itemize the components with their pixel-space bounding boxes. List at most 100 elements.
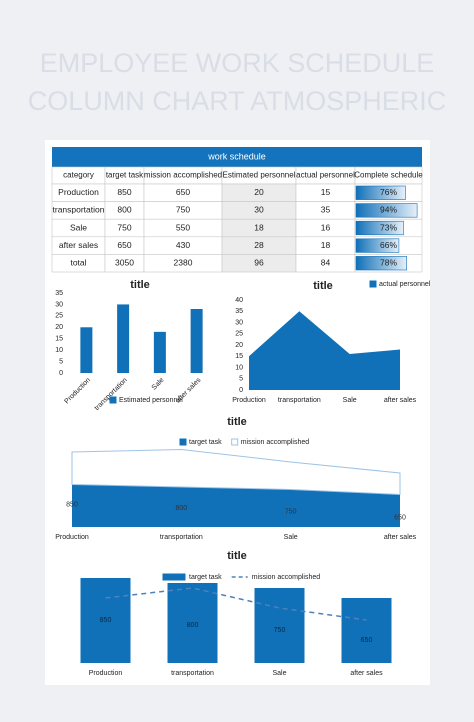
- cell-text: 850: [117, 187, 131, 197]
- cell-text: 16: [321, 222, 331, 232]
- x-tick-label: Production: [232, 397, 266, 404]
- bar: [80, 578, 131, 663]
- legend-swatch: [109, 396, 117, 404]
- y-tick-label: 25: [235, 331, 243, 338]
- cell-text: after sales: [59, 240, 98, 250]
- schedule-label: 76%: [380, 187, 397, 197]
- chart-title: title: [227, 416, 247, 428]
- cell-text: 15: [321, 187, 331, 197]
- area: [71, 448, 401, 496]
- cell-text: 550: [176, 222, 190, 232]
- schedule-label: 78%: [380, 257, 397, 267]
- y-tick-label: 10: [55, 347, 63, 354]
- y-tick-label: 20: [235, 342, 243, 349]
- x-tick-label: Sale: [272, 670, 286, 677]
- cell-text: 2380: [174, 257, 193, 267]
- cell-text: 18: [321, 240, 331, 250]
- column-header: category: [63, 171, 94, 180]
- bar: [254, 588, 305, 663]
- y-tick-label: 35: [55, 290, 63, 297]
- cell-text: 750: [117, 222, 131, 232]
- x-tick-label: Sale: [284, 534, 298, 541]
- y-tick-label: 35: [235, 308, 243, 315]
- schedule-bar: [355, 256, 408, 271]
- y-tick-label: 15: [55, 336, 63, 343]
- x-tick-label: Production: [89, 670, 123, 677]
- value-label: 850: [66, 501, 78, 508]
- bar: [167, 583, 218, 663]
- cell-text: Production: [58, 187, 99, 197]
- y-tick-label: 10: [235, 364, 243, 371]
- cell-text: 20: [254, 187, 264, 197]
- column-header: Complete schedule: [354, 171, 423, 180]
- schedule-bar: [355, 203, 418, 218]
- schedule-label: 73%: [380, 222, 397, 232]
- legend-swatch: [179, 438, 187, 446]
- line: [105, 587, 367, 621]
- column-header: Estimated personnel: [223, 171, 296, 180]
- y-tick-label: 0: [239, 387, 243, 394]
- column-header: actual personnel: [296, 171, 355, 180]
- schedule-bar: [355, 185, 406, 200]
- x-tick-label: after sales: [384, 397, 417, 404]
- header-title: EMPLOYEE WORK SCHEDULE: [40, 48, 435, 78]
- bar: [153, 331, 166, 373]
- table-title: work schedule: [207, 151, 266, 161]
- cell-text: Sale: [70, 222, 87, 232]
- cell-text: total: [70, 257, 86, 267]
- x-tick-label: after sales: [384, 534, 417, 541]
- schedule-label: 94%: [380, 205, 397, 215]
- legend-label: actual personnel: [379, 281, 431, 288]
- bar: [80, 327, 93, 373]
- legend-swatch: [162, 573, 186, 581]
- x-tick-label: after sales: [350, 670, 383, 677]
- value-label: 750: [274, 627, 286, 634]
- legend-swatch: [369, 280, 377, 288]
- legend-label: mission accomplished: [252, 574, 321, 581]
- cell-text: 750: [176, 205, 190, 215]
- legend-swatch: [231, 438, 239, 446]
- chart-title: title: [227, 550, 247, 562]
- cell-text: 3050: [115, 257, 134, 267]
- cell-text: 18: [254, 222, 264, 232]
- value-label: 800: [175, 505, 187, 512]
- table-title-bar: [52, 147, 422, 167]
- chart-title: title: [313, 280, 333, 292]
- value-label: 800: [187, 622, 199, 629]
- cell-text: 800: [117, 205, 131, 215]
- schedule-label: 66%: [380, 240, 397, 250]
- y-tick-label: 30: [235, 319, 243, 326]
- y-tick-label: 5: [239, 376, 243, 383]
- cell-text: 430: [176, 240, 190, 250]
- value-label: 850: [100, 617, 112, 624]
- schedule-bar: [355, 220, 404, 236]
- y-tick-label: 0: [59, 370, 63, 377]
- cell-text: 35: [321, 205, 331, 215]
- legend-label: Estimated personnel: [119, 397, 183, 404]
- legend-label: mission accomplished: [241, 439, 310, 446]
- header-title: COLUMN CHART ATMOSPHERIC: [28, 86, 447, 116]
- x-tick-label: transportation: [160, 534, 203, 541]
- x-tick-label: transportation: [278, 397, 321, 404]
- column-header: mission accomplished: [144, 171, 222, 180]
- legend-label: target task: [189, 439, 222, 446]
- y-tick-label: 40: [235, 297, 243, 304]
- cell-text: 30: [254, 205, 264, 215]
- legend-label: target task: [189, 574, 222, 581]
- bar: [190, 309, 203, 373]
- x-tick-label: Production: [55, 534, 89, 541]
- schedule-bar: [355, 238, 400, 253]
- y-tick-label: 15: [235, 353, 243, 360]
- column-header: target task: [106, 171, 144, 180]
- cell-text: 84: [321, 257, 331, 267]
- value-label: 650: [394, 514, 406, 521]
- x-tick-label: Sale: [343, 397, 357, 404]
- bar: [341, 598, 392, 663]
- area: [72, 484, 400, 527]
- value-label: 750: [285, 508, 297, 515]
- bar: [117, 304, 130, 373]
- chart-title: title: [130, 279, 150, 291]
- area: [249, 311, 400, 390]
- cell-text: transportation: [53, 205, 105, 215]
